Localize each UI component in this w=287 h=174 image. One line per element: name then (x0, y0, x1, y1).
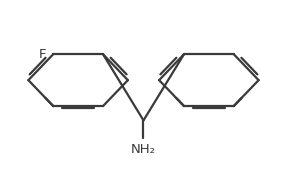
Text: F: F (39, 48, 46, 61)
Text: NH₂: NH₂ (131, 143, 156, 156)
